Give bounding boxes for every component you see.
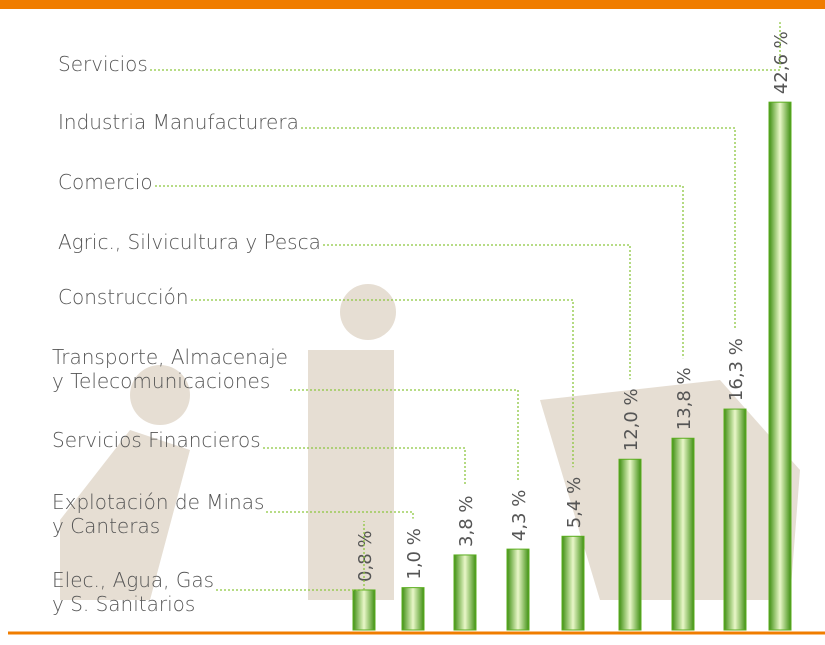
bar bbox=[353, 590, 375, 630]
leader-line bbox=[150, 22, 780, 70]
category-label: Elec., Agua, Gas y S. Sanitarios bbox=[52, 568, 214, 616]
bar bbox=[454, 555, 476, 630]
value-label: 13,8 % bbox=[674, 367, 695, 430]
bar bbox=[507, 549, 529, 630]
category-label: Comercio bbox=[58, 170, 153, 194]
top-band bbox=[0, 0, 825, 9]
chart-canvas: 0,8 % 1,0 % 3,8 % 4,3 % 5,4 % 12,0 % 13,8 % 16,… bbox=[0, 0, 825, 645]
bar bbox=[619, 459, 641, 630]
category-label: Construcción bbox=[58, 285, 189, 309]
category-label: Servicios Financieros bbox=[52, 428, 261, 452]
bar bbox=[402, 588, 424, 630]
bar bbox=[672, 438, 694, 630]
value-label: 1,0 % bbox=[404, 528, 425, 579]
value-label: 4,3 % bbox=[509, 490, 530, 541]
value-label: 16,3 % bbox=[726, 338, 747, 401]
category-label: Servicios bbox=[58, 52, 148, 76]
value-label: 12,0 % bbox=[621, 388, 642, 451]
bar bbox=[724, 409, 746, 630]
value-label: 42,6 % bbox=[771, 31, 792, 94]
leader-line bbox=[155, 186, 683, 358]
bar bbox=[562, 536, 584, 630]
category-label: Transporte, Almacenaje y Telecomunicacio… bbox=[52, 345, 288, 393]
category-label: Explotación de Minas y Canteras bbox=[52, 490, 264, 538]
chart: 0,8 % 1,0 % 3,8 % 4,3 % 5,4 % 12,0 % 13,8 % 16,… bbox=[0, 0, 825, 645]
value-label: 3,8 % bbox=[456, 496, 477, 547]
bar bbox=[769, 102, 791, 630]
value-label: 5,4 % bbox=[564, 477, 585, 528]
category-label: Agric., Silvicultura y Pesca bbox=[58, 230, 321, 254]
category-label: Industria Manufacturera bbox=[58, 110, 299, 134]
value-label: 0,8 % bbox=[355, 531, 376, 582]
